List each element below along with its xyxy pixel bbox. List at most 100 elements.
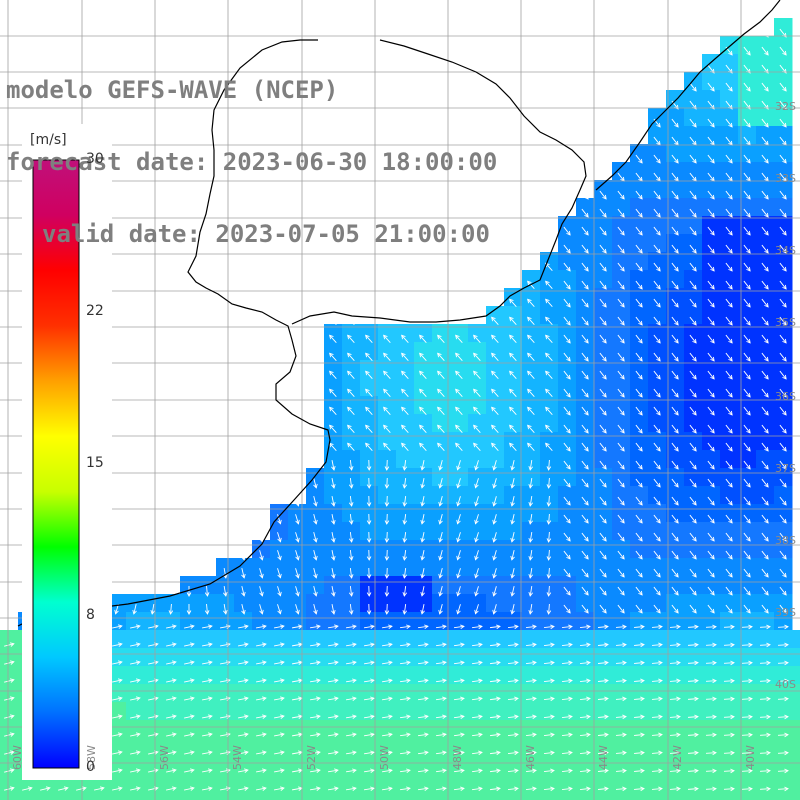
sea-cell (306, 720, 325, 739)
wind-arrow (438, 604, 443, 615)
sea-cell (720, 720, 739, 739)
sea-cell (648, 162, 667, 181)
sea-cell (612, 666, 631, 685)
sea-cell (468, 540, 487, 559)
longitude-label: 42W (671, 745, 684, 770)
sea-cell (450, 576, 469, 595)
wind-arrow (473, 388, 481, 398)
sea-cell (612, 252, 631, 271)
wind-arrow (527, 370, 535, 380)
wind-arrow (741, 624, 753, 630)
sea-cell (486, 522, 505, 541)
wind-arrow (277, 568, 282, 579)
sea-cell (594, 288, 613, 307)
sea-cell (324, 576, 343, 595)
wind-arrow (543, 678, 555, 684)
wind-arrow (581, 280, 589, 290)
latitude-label: 34S (775, 244, 796, 257)
sea-cell (630, 270, 649, 289)
wind-arrow (633, 786, 645, 792)
wind-arrow (617, 586, 625, 596)
sea-cell (396, 612, 415, 631)
sea-cell (540, 324, 559, 343)
wind-arrow (669, 714, 681, 720)
sea-cell (756, 486, 775, 505)
sea-cell (738, 54, 757, 73)
sea-cell (270, 648, 289, 667)
wind-arrow (725, 118, 733, 128)
wind-arrow (474, 604, 479, 615)
wind-arrow (617, 190, 625, 200)
wind-arrow (347, 316, 355, 326)
sea-cell (486, 450, 505, 469)
wind-arrow (365, 370, 373, 380)
wind-arrow (671, 586, 679, 596)
wind-arrow (543, 750, 555, 756)
sea-cell (360, 774, 379, 793)
longitude-label: 48W (451, 745, 464, 770)
wind-arrow (617, 478, 625, 488)
wind-arrow (723, 786, 735, 792)
sea-cell (576, 666, 595, 685)
sea-cell (216, 720, 235, 739)
sea-cell (270, 594, 289, 613)
wind-arrow (525, 714, 537, 720)
sea-cell (540, 378, 559, 397)
sea-cell (486, 792, 505, 800)
sea-cell (756, 774, 775, 793)
sea-cell (630, 720, 649, 739)
wind-arrow (543, 786, 555, 792)
sea-cell (468, 324, 487, 343)
sea-cell (576, 234, 595, 253)
wind-arrow (563, 496, 571, 506)
wind-arrow (492, 514, 497, 525)
wind-arrow (366, 513, 372, 525)
wind-arrow (761, 82, 769, 92)
sea-cell (450, 720, 469, 739)
sea-cell (540, 576, 559, 595)
sea-cell (576, 702, 595, 721)
sea-cell (414, 684, 433, 703)
wind-arrow (401, 334, 409, 344)
sea-cell (468, 576, 487, 595)
sea-cell (144, 666, 163, 685)
wind-arrow (363, 714, 375, 720)
sea-cell (270, 558, 289, 577)
wind-arrow (348, 513, 354, 525)
sea-cell (684, 432, 703, 451)
wind-arrow (309, 768, 321, 773)
wind-arrow (743, 604, 751, 614)
sea-cell (450, 666, 469, 685)
wind-arrow (527, 424, 535, 434)
wind-arrow (563, 460, 571, 470)
sea-cell (342, 324, 361, 343)
wind-arrow (653, 388, 661, 398)
wind-arrow (366, 585, 372, 597)
wind-arrow (365, 352, 373, 362)
wind-arrow (669, 786, 681, 792)
sea-cell (594, 792, 613, 800)
sea-cell (576, 738, 595, 757)
wind-arrow (671, 496, 679, 506)
wind-arrow (347, 388, 355, 398)
wind-arrow (671, 226, 679, 236)
wind-arrow (274, 660, 285, 665)
wind-arrow (561, 660, 573, 666)
wind-arrow (274, 714, 285, 719)
sea-cell (216, 576, 235, 595)
sea-cell (126, 648, 145, 667)
wind-arrow (510, 460, 515, 471)
wind-arrow (779, 154, 787, 164)
wind-arrow (471, 714, 483, 720)
sea-cell (360, 432, 379, 451)
sea-cell (756, 54, 775, 73)
wind-arrow (295, 532, 300, 543)
wind-arrow (689, 226, 697, 236)
wind-arrow (597, 768, 609, 774)
wind-arrow (707, 244, 715, 254)
wind-arrow (617, 424, 625, 434)
sea-cell (756, 270, 775, 289)
sea-cell (630, 684, 649, 703)
sea-cell (126, 702, 145, 721)
wind-arrow (689, 604, 697, 614)
